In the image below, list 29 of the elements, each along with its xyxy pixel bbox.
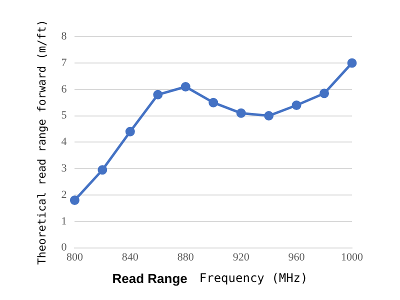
x-tick-label: 1000 bbox=[341, 251, 364, 264]
point bbox=[98, 165, 108, 175]
x-tick-label: 800 bbox=[66, 251, 84, 264]
point bbox=[180, 82, 190, 92]
text: Read Range bbox=[112, 271, 188, 286]
y-axis-title: Theoretical read range forward (m/ft) bbox=[35, 20, 48, 265]
y-tick-label: 2 bbox=[61, 188, 67, 201]
point bbox=[153, 90, 163, 100]
y-tick-label: 5 bbox=[61, 110, 68, 122]
y-tick-label: 6 bbox=[61, 83, 68, 96]
point bbox=[208, 98, 218, 108]
point bbox=[347, 58, 357, 68]
point bbox=[292, 100, 302, 110]
x-tick-label: 880 bbox=[177, 251, 194, 264]
point bbox=[70, 196, 80, 206]
y-tick-label: 4 bbox=[61, 136, 68, 148]
y-tick-label: 7 bbox=[61, 56, 68, 69]
y-tick-label: 0 bbox=[61, 242, 68, 254]
point bbox=[264, 111, 274, 121]
x-tick-label: 960 bbox=[288, 251, 306, 264]
y-tick-label: 1 bbox=[61, 215, 67, 228]
point bbox=[320, 88, 330, 98]
point bbox=[125, 126, 135, 136]
x-tick-label: 920 bbox=[232, 251, 250, 264]
y-tick-label: 3 bbox=[61, 162, 68, 174]
x-axis-title: Frequency (MHz) bbox=[199, 271, 308, 286]
x-tick-label: 840 bbox=[122, 251, 139, 264]
y-tick-label: 8 bbox=[61, 30, 68, 42]
point bbox=[236, 108, 246, 118]
